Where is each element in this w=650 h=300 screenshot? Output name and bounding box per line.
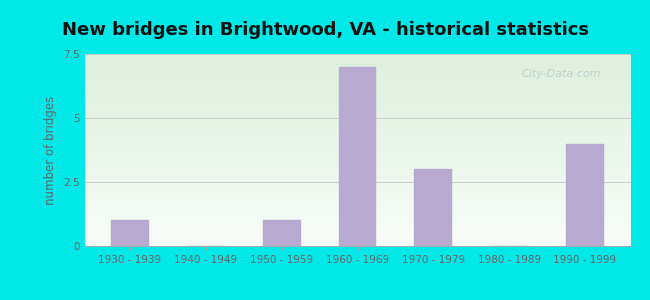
Bar xyxy=(111,220,149,246)
Bar xyxy=(263,220,301,246)
Bar xyxy=(415,169,452,246)
Text: City-Data.com: City-Data.com xyxy=(521,69,601,80)
Y-axis label: number of bridges: number of bridges xyxy=(44,95,57,205)
Bar xyxy=(566,144,604,246)
Text: New bridges in Brightwood, VA - historical statistics: New bridges in Brightwood, VA - historic… xyxy=(62,21,588,39)
Bar xyxy=(339,67,376,246)
